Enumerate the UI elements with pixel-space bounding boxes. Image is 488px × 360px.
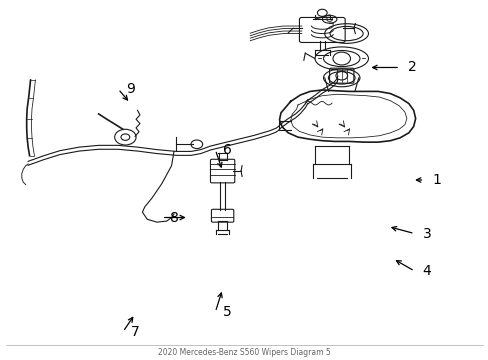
Text: 2: 2 bbox=[407, 60, 416, 75]
Text: 9: 9 bbox=[125, 82, 134, 96]
Text: 1: 1 bbox=[431, 173, 440, 187]
Text: 7: 7 bbox=[130, 325, 139, 339]
Text: 3: 3 bbox=[422, 226, 430, 240]
Text: 8: 8 bbox=[169, 211, 178, 225]
Text: 2020 Mercedes-Benz S560 Wipers Diagram 5: 2020 Mercedes-Benz S560 Wipers Diagram 5 bbox=[158, 348, 330, 357]
Text: 6: 6 bbox=[223, 143, 231, 157]
Text: 4: 4 bbox=[422, 264, 430, 278]
Text: 5: 5 bbox=[223, 305, 231, 319]
